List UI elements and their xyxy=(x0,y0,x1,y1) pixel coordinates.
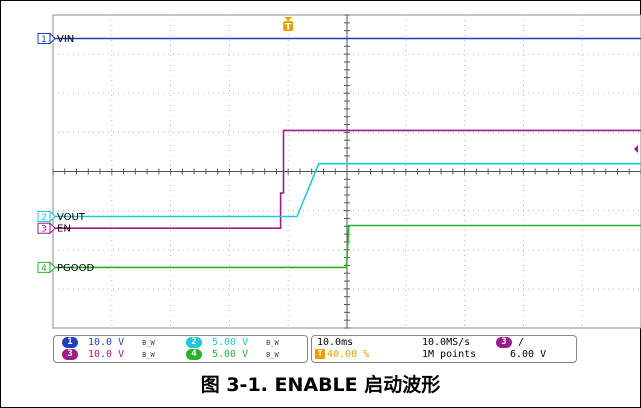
ground-marker-ch4: 4 PGOOD xyxy=(37,261,95,274)
record-length: 1M points xyxy=(422,349,477,360)
figure-caption: 图 3-1. ENABLE 启动波形 xyxy=(200,374,441,396)
trigger-icon: T xyxy=(315,349,325,359)
bandwidth-limit-icon: B_W xyxy=(266,339,279,347)
trigger-source: 3/ xyxy=(496,337,524,349)
channel-4-badge: 4 xyxy=(186,349,202,360)
bandwidth-limit-icon: B_W xyxy=(142,339,155,347)
channel-1-readout: 1 10.0 V B_W xyxy=(62,337,155,349)
channel-marker-label: VIN xyxy=(57,34,74,45)
channel-marker-arrow xyxy=(49,222,56,235)
trace-vout xyxy=(53,162,641,218)
trigger-badge xyxy=(283,21,294,31)
ground-marker-ch1: 1 VIN xyxy=(37,32,74,45)
channel-marker-number: 2 xyxy=(41,213,47,223)
channel-marker-label: PGOOD xyxy=(57,263,95,274)
ground-marker-ch3: 3 EN xyxy=(37,222,71,235)
trigger-level: 6.00 V xyxy=(510,349,547,360)
channel-4-scale: 5.00 V xyxy=(212,349,249,360)
channel-4-readout: 4 5.00 V B_W xyxy=(186,349,279,361)
channel-2-readout: 2 5.00 V B_W xyxy=(186,337,279,349)
trigger-source-badge: 3 xyxy=(496,337,512,348)
channel-1-badge: 1 xyxy=(62,337,78,348)
channel-marker-label: VOUT xyxy=(57,212,86,223)
trigger-icon: T xyxy=(285,23,292,33)
time-per-division: 10.0ms xyxy=(317,337,354,348)
sample-rate: 10.0MS/s xyxy=(422,337,471,348)
channel-marker-arrow xyxy=(49,210,56,223)
graticule xyxy=(52,14,641,329)
ground-markers: 1 VIN 3 EN 2 VOUT 4 PGOOD xyxy=(37,32,638,274)
trigger-level-arrow xyxy=(634,145,638,153)
channel-3-badge: 3 xyxy=(62,349,78,360)
channel-panel[interactable]: 1 10.0 V B_W 3 10.0 V B_W 2 5.00 V B_W 4 5.00 V… xyxy=(53,335,308,363)
channel-2-scale: 5.00 V xyxy=(212,337,249,348)
bandwidth-limit-icon: B_W xyxy=(266,351,279,359)
trace-en xyxy=(53,129,641,229)
bandwidth-limit-icon: B_W xyxy=(142,351,155,359)
trigger-position-marker[interactable]: T xyxy=(283,17,294,33)
trigger-position-readout: T 40.00 % xyxy=(315,349,369,361)
channel-marker-number: 4 xyxy=(41,264,47,274)
channel-marker-label: EN xyxy=(57,224,71,235)
channel-3-scale: 10.0 V xyxy=(88,349,125,360)
channel-marker-arrow xyxy=(49,32,56,45)
ground-marker-ch2: 2 VOUT xyxy=(37,210,86,223)
waveform-traces xyxy=(53,37,641,269)
trigger-slope-icon: / xyxy=(518,337,525,348)
channel-1-scale: 10.0 V xyxy=(88,337,125,348)
channel-3-readout: 3 10.0 V B_W xyxy=(62,349,155,361)
channel-2-badge: 2 xyxy=(186,337,202,348)
channel-marker-number: 1 xyxy=(41,35,47,45)
channel-marker-arrow xyxy=(49,261,56,274)
trace-pgood xyxy=(53,224,641,269)
trigger-arrow-icon xyxy=(284,17,293,21)
status-bar: 1 10.0 V B_W 3 10.0 V B_W 2 5.00 V B_W 4 5.00 V… xyxy=(53,331,641,364)
channel-marker-number: 3 xyxy=(41,225,47,235)
timebase-panel[interactable]: 10.0ms T 40.00 % 10.0MS/s 1M points 3/ 6.… xyxy=(311,335,577,363)
